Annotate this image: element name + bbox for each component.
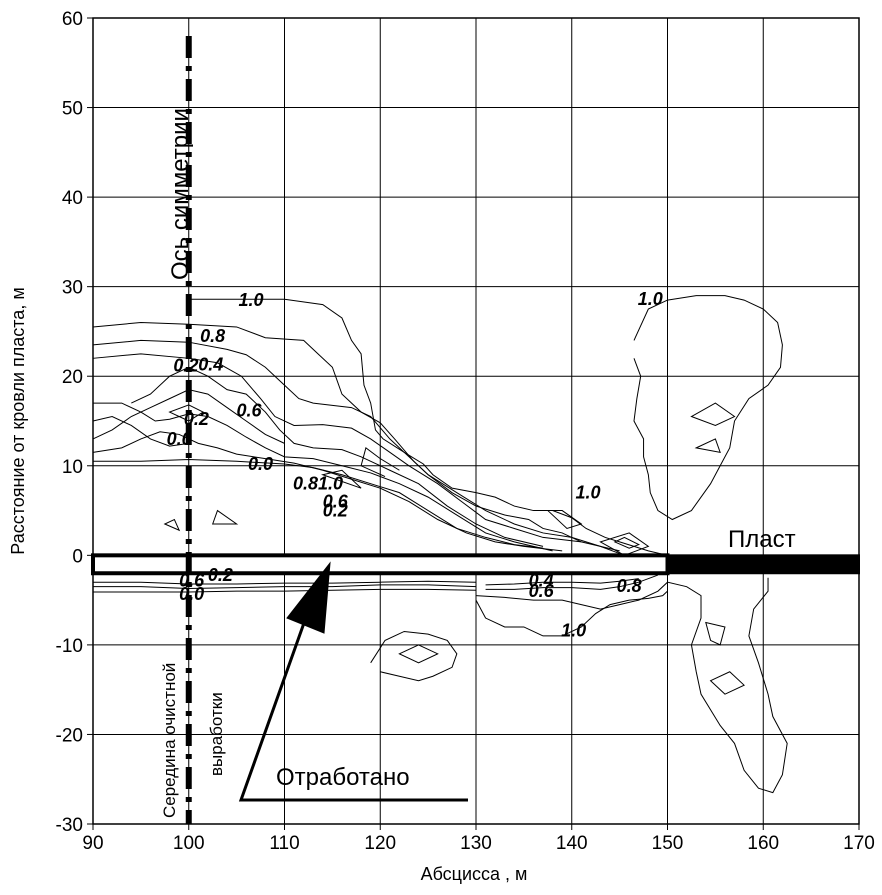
mined-label: Отработано bbox=[276, 764, 410, 791]
contour-island bbox=[694, 438, 721, 453]
contour-label: 1.0 bbox=[561, 621, 586, 641]
contour-island bbox=[398, 644, 439, 664]
contour-line bbox=[92, 339, 620, 552]
contour-line bbox=[360, 447, 400, 477]
contour-island bbox=[705, 621, 726, 646]
tick-labels: 90 100 110 120 130 140 150 160 170 -30 -20 -10 0 10 20… bbox=[56, 9, 875, 854]
arrow-shaft bbox=[238, 577, 468, 802]
symmetry-axis-label: Ось симметрии bbox=[167, 108, 194, 280]
contour-label: 0.8 bbox=[200, 326, 225, 346]
contour-label: 0.4 bbox=[529, 570, 554, 590]
contour-label: 0.2 bbox=[323, 501, 348, 521]
contour-line bbox=[93, 580, 477, 585]
contour-line bbox=[370, 630, 458, 682]
contour-label: 0.0 bbox=[179, 584, 204, 604]
mined-arrow bbox=[238, 561, 468, 802]
x-tick-label: 170 bbox=[843, 833, 875, 854]
contour-line bbox=[485, 578, 639, 586]
y-tick-label: 30 bbox=[62, 278, 83, 299]
contour-line bbox=[92, 431, 563, 552]
working-middle-label-1: Середина очистной bbox=[160, 663, 179, 818]
contour-island bbox=[321, 469, 362, 489]
x-tick-label: 100 bbox=[173, 833, 205, 854]
x-tick-label: 130 bbox=[460, 833, 492, 854]
x-tick-label: 160 bbox=[747, 833, 779, 854]
x-axis-title: Абсцисса , м bbox=[421, 864, 528, 884]
contour-lines bbox=[92, 295, 788, 794]
contour-line bbox=[93, 584, 477, 589]
y-tick-label: 10 bbox=[62, 457, 83, 478]
contour-label: 0.8 bbox=[617, 576, 642, 596]
contour-label: 0.0 bbox=[167, 429, 192, 449]
contour-line bbox=[93, 402, 553, 552]
contour-island bbox=[633, 295, 783, 521]
y-tick-label: 0 bbox=[72, 546, 83, 567]
seam-intact bbox=[666, 554, 860, 575]
contour-label: 1.0 bbox=[638, 289, 663, 309]
contour-island bbox=[168, 404, 205, 422]
contour-label: 0.4 bbox=[198, 355, 223, 375]
y-tick-label: -20 bbox=[56, 725, 83, 746]
y-tick-label: -10 bbox=[56, 636, 83, 657]
contour-label: 0.6 bbox=[237, 400, 263, 420]
contour-line bbox=[92, 353, 582, 543]
contour-island bbox=[546, 510, 583, 530]
contour-label: 0.6 bbox=[179, 570, 205, 590]
contour-label: 1.0 bbox=[238, 290, 263, 310]
working-middle-label-2: выработки bbox=[207, 692, 226, 776]
contour-island bbox=[211, 509, 239, 525]
seam-layer bbox=[91, 553, 860, 576]
contour-island bbox=[163, 518, 181, 532]
contour-label: 1.0 bbox=[576, 483, 601, 503]
contour-line bbox=[92, 415, 189, 447]
contour-label: 0.0 bbox=[248, 454, 273, 474]
contour-line bbox=[475, 577, 788, 794]
contour-line bbox=[93, 588, 477, 593]
y-tick-label: -30 bbox=[56, 815, 83, 836]
contour-island bbox=[709, 671, 745, 695]
contour-island bbox=[599, 532, 650, 556]
contour-line bbox=[188, 298, 668, 556]
contour-label: 0.2 bbox=[208, 565, 233, 585]
plot-frame bbox=[92, 17, 860, 825]
contour-island bbox=[613, 536, 641, 549]
arrow-head bbox=[286, 561, 331, 634]
contour-label: 0.6 bbox=[529, 581, 555, 601]
contour-label: 0.6 bbox=[323, 492, 349, 512]
y-tick-label: 50 bbox=[62, 99, 83, 120]
contour-island bbox=[690, 402, 736, 427]
seam-label: Пласт bbox=[728, 526, 796, 553]
contour-line bbox=[485, 574, 659, 590]
contour-line bbox=[475, 590, 668, 637]
x-tick-label: 110 bbox=[269, 833, 299, 854]
x-tick-label: 120 bbox=[364, 833, 396, 854]
x-tick-label: 140 bbox=[556, 833, 588, 854]
y-tick-label: 20 bbox=[62, 367, 83, 388]
y-axis-title: Расстояние от кровли пласта, м bbox=[8, 287, 28, 554]
y-tick-label: 40 bbox=[62, 188, 83, 209]
x-tick-label: 90 bbox=[82, 833, 103, 854]
y-tick-label: 60 bbox=[62, 9, 83, 30]
contour-label: 0.81.0 bbox=[293, 474, 343, 494]
contour-line bbox=[93, 459, 544, 549]
x-tick-label: 150 bbox=[652, 833, 684, 854]
contour-label: 0.2 bbox=[173, 355, 198, 375]
contour-label: 0.2 bbox=[184, 409, 209, 429]
contour-labels: 1.00.80.2 0.40.2 0.60.00.00.81.00.60.21.01… bbox=[167, 289, 663, 640]
contour-line bbox=[92, 321, 620, 555]
